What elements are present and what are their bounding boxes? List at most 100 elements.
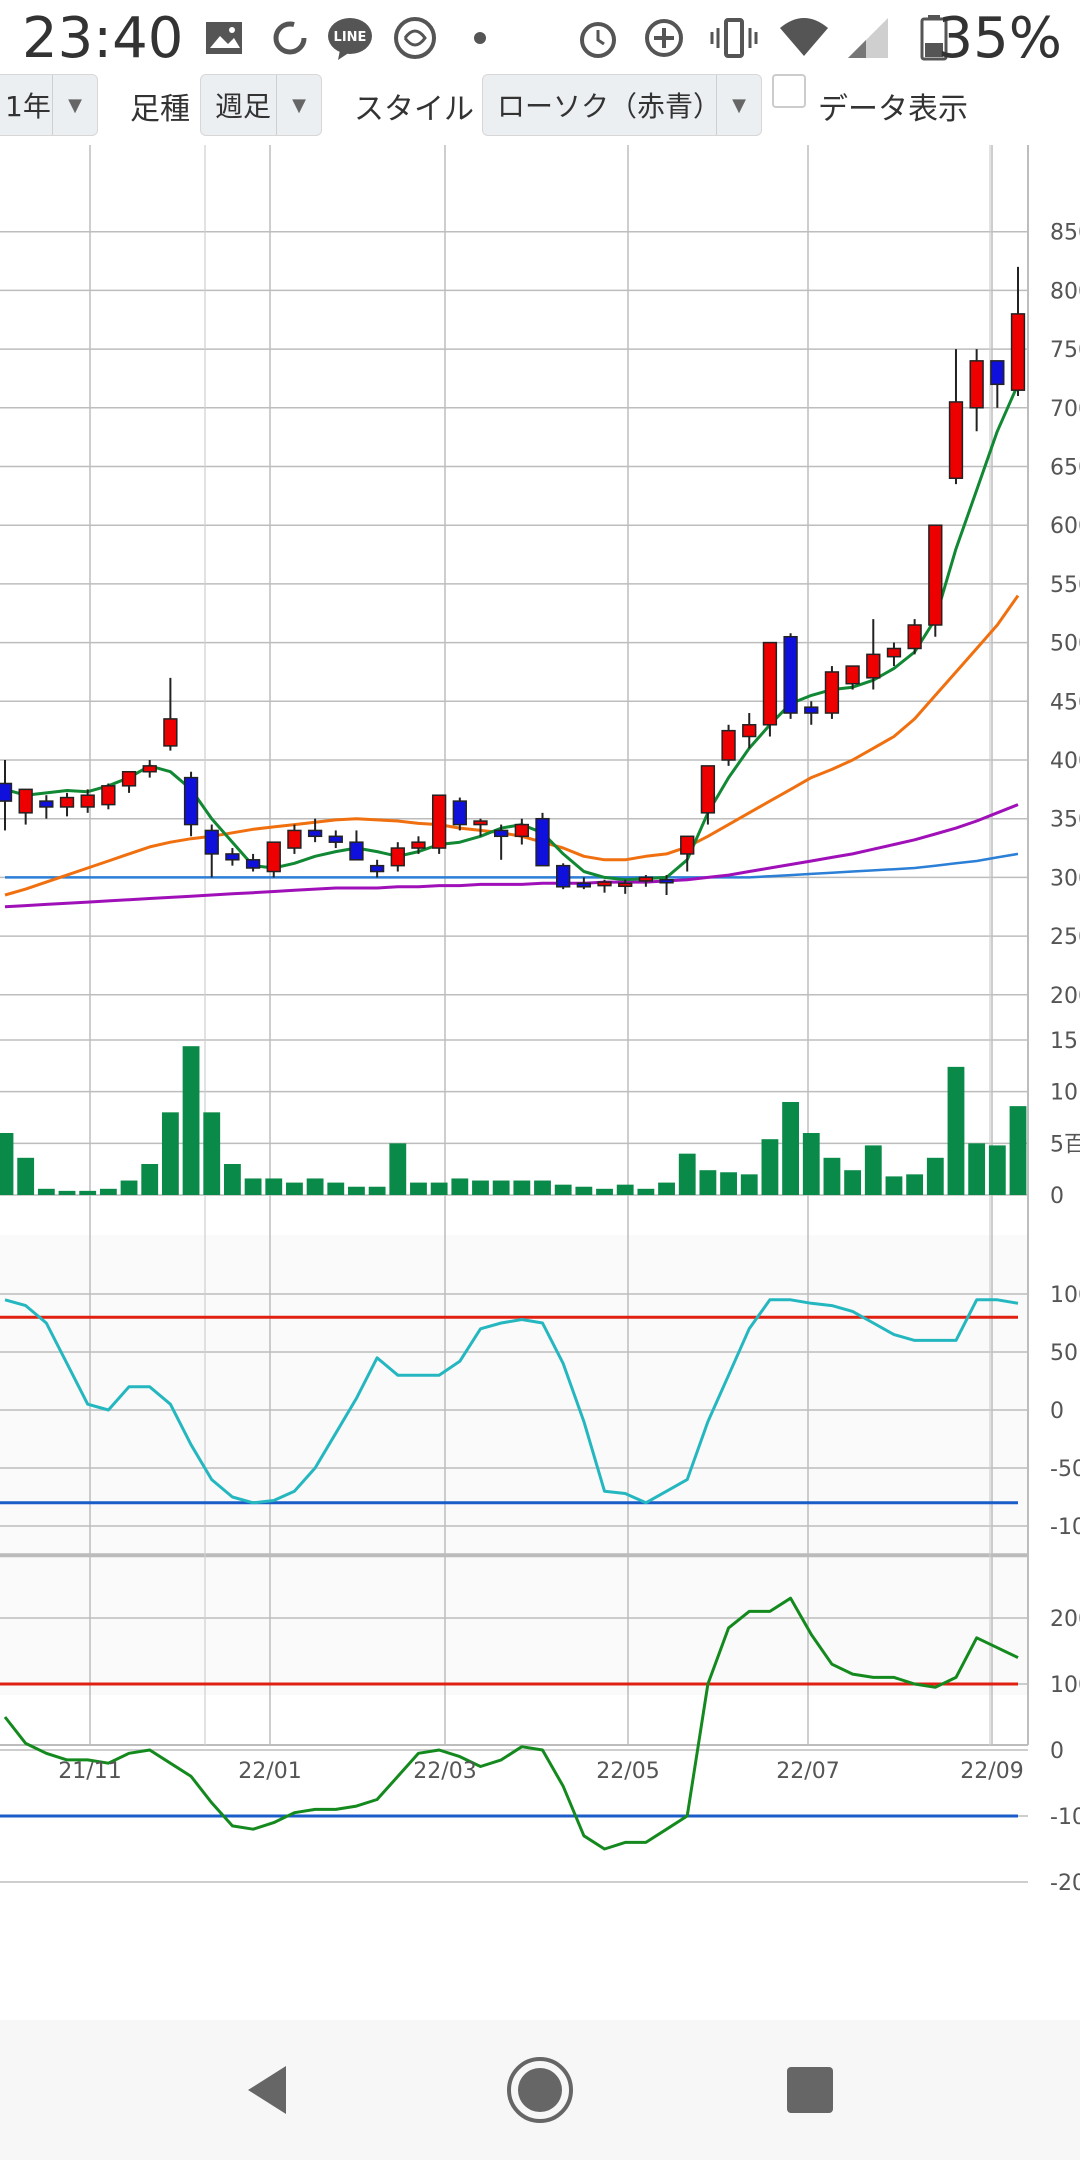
alarm-icon — [570, 10, 626, 66]
candle-body — [866, 653, 881, 679]
candle-body — [597, 881, 612, 887]
price-axis-tick-label: 650 — [1050, 456, 1080, 481]
volume-bar — [410, 1182, 427, 1195]
volume-bar — [554, 1184, 572, 1195]
volume-bar — [472, 1180, 489, 1195]
recents-icon[interactable] — [770, 2050, 850, 2130]
candle-body — [742, 724, 757, 738]
volume-bar — [906, 1174, 924, 1195]
candle-body — [576, 882, 592, 888]
image-icon — [196, 10, 252, 66]
candle-body — [183, 776, 199, 826]
vibrate-icon — [706, 10, 762, 66]
volume-bar — [782, 1102, 800, 1195]
price-axis-tick-label: 400 — [1050, 749, 1080, 774]
volume-axis-tick-label: 5百 — [1050, 1132, 1080, 1157]
volume-bar — [1009, 1106, 1027, 1195]
osc2-axis-tick-label: -20 — [1050, 1871, 1080, 1896]
stock-chart[interactable]: 8508007507006506005505004504003503002502… — [0, 145, 1080, 1955]
moving-average-short-line — [4, 383, 1020, 882]
candle-body — [721, 729, 736, 761]
candle-body — [638, 876, 654, 882]
candle-body — [473, 820, 488, 826]
candle-body — [618, 882, 633, 888]
candle-body — [266, 841, 281, 873]
line-app-icon: LINE — [322, 10, 378, 66]
volume-bar — [37, 1188, 55, 1195]
time-axis-tick-label: 21/11 — [58, 1759, 121, 1784]
volume-bar — [244, 1178, 262, 1195]
volume-bar — [864, 1145, 882, 1195]
candle-body — [163, 718, 178, 747]
volume-bar — [740, 1174, 758, 1195]
candle-body — [907, 624, 922, 650]
home-icon[interactable] — [500, 2050, 580, 2130]
app-icon — [387, 10, 443, 66]
volume-bar — [17, 1157, 35, 1195]
moving-average-long-line — [4, 803, 1019, 909]
volume-bar — [79, 1190, 97, 1195]
price-axis-tick-label: 450 — [1050, 690, 1080, 715]
candle-body — [969, 360, 984, 409]
osc1-axis-tick-label: 100 — [1050, 1283, 1080, 1308]
candle-body — [411, 841, 426, 849]
chevron-down-icon: ▼ — [716, 75, 761, 135]
stock-chart-canvas[interactable]: 8508007507006506005505004504003503002502… — [0, 145, 1080, 1955]
dot-icon — [452, 10, 508, 66]
candle-body — [18, 788, 33, 814]
candle-body — [39, 800, 54, 808]
osc1-axis-tick-label: -10 — [1050, 1515, 1080, 1540]
volume-bar — [988, 1145, 1006, 1195]
candle-body — [1010, 313, 1026, 391]
volume-bar — [389, 1143, 407, 1195]
volume-bar — [203, 1112, 221, 1195]
candle-body — [948, 401, 964, 479]
volume-bar — [430, 1182, 448, 1195]
ashi-label: 足種 — [130, 92, 190, 127]
volume-bar — [658, 1182, 675, 1195]
chevron-down-icon: ▼ — [276, 75, 321, 135]
volume-axis-tick-label: 10 — [1050, 1081, 1078, 1106]
signal-icon — [840, 10, 896, 66]
candle-body — [349, 841, 364, 861]
candle-body — [494, 829, 509, 838]
price-axis-tick-label: 800 — [1050, 279, 1080, 304]
candle-body — [80, 794, 95, 808]
volume-bar — [968, 1143, 986, 1195]
volume-bar — [265, 1178, 283, 1195]
volume-bar — [885, 1176, 903, 1195]
volume-axis-tick-label: 15 — [1050, 1029, 1078, 1054]
time-axis-tick-label: 22/03 — [413, 1759, 476, 1784]
candle-body — [556, 864, 571, 888]
candle-body — [804, 706, 819, 714]
osc1-axis-tick-label: -50 — [1050, 1457, 1080, 1482]
candle-body — [307, 829, 323, 838]
status-time: 23:40 — [22, 6, 184, 71]
candle-body — [390, 847, 405, 867]
volume-bar — [327, 1182, 345, 1195]
volume-bar — [182, 1046, 200, 1195]
candle-body — [431, 794, 447, 849]
style-select[interactable]: ローソク（赤青） ▼ — [482, 74, 762, 136]
volume-bar — [451, 1178, 469, 1195]
back-icon[interactable] — [228, 2050, 308, 2130]
candle-body — [659, 878, 674, 884]
candle-body — [700, 765, 716, 814]
data-display-checkbox[interactable] — [772, 74, 806, 108]
candle-body — [845, 665, 860, 685]
volume-bar — [0, 1133, 14, 1195]
osc2-line — [3, 1596, 1019, 1851]
candle-body — [328, 835, 343, 843]
ashi-select[interactable]: 週足 ▼ — [200, 74, 322, 136]
navigation-bar — [0, 2020, 1080, 2160]
chart-toolbar: 1年 ▼ 足種 週足 ▼ スタイル ローソク（赤青） ▼ データ表示 — [0, 70, 1080, 146]
candle-body — [514, 823, 529, 838]
sync-icon — [262, 10, 318, 66]
battery-icon — [906, 10, 962, 66]
osc1-axis-tick-label: 50 — [1050, 1341, 1078, 1366]
candle-body — [680, 835, 695, 855]
style-label: スタイル — [354, 92, 474, 127]
period-select[interactable]: 1年 ▼ — [0, 74, 98, 136]
battery-percentage: 35% — [937, 6, 1062, 71]
candle-body — [535, 817, 550, 867]
